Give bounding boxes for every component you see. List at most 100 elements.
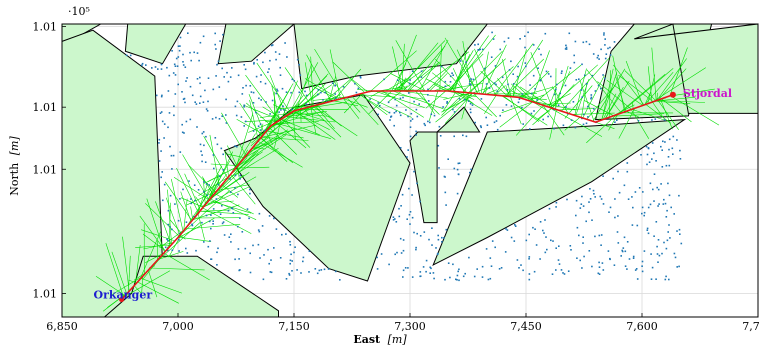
- goal-marker: [669, 91, 676, 98]
- x-axis-label-text: East: [353, 333, 381, 346]
- rrt-tree: [95, 34, 720, 312]
- sample-point: [220, 147, 223, 150]
- sample-point: [159, 112, 162, 114]
- sample-point: [477, 43, 479, 46]
- sample-point: [553, 93, 556, 96]
- sample-point: [560, 72, 563, 74]
- sample-point: [263, 129, 266, 132]
- sample-point: [271, 44, 274, 46]
- tree-edge: [235, 113, 254, 168]
- sample-point: [481, 276, 484, 278]
- sample-point: [534, 88, 536, 90]
- sample-point: [665, 164, 668, 167]
- sample-point: [218, 86, 221, 88]
- sample-point: [288, 272, 290, 275]
- sample-point: [249, 252, 251, 255]
- sample-point: [216, 63, 218, 66]
- sample-point: [670, 206, 672, 209]
- sample-point: [597, 84, 600, 87]
- sample-point: [584, 74, 586, 77]
- sample-point: [308, 271, 310, 273]
- sample-point: [289, 244, 292, 246]
- sample-point: [125, 54, 128, 57]
- y-tick-label: 1.01: [33, 101, 58, 114]
- sample-point: [408, 213, 411, 216]
- tree-edge: [269, 75, 287, 116]
- x-tick-label: 7,000: [162, 320, 194, 333]
- sample-point: [398, 215, 401, 218]
- sample-point: [437, 234, 439, 237]
- tree-edge: [402, 90, 448, 99]
- sample-point: [430, 267, 432, 270]
- tree-edge: [261, 124, 317, 138]
- tree-edge: [176, 167, 199, 213]
- tree-edge: [141, 229, 175, 242]
- sample-point: [161, 171, 163, 173]
- sample-point: [679, 149, 681, 152]
- sample-point: [334, 84, 336, 87]
- sample-point: [195, 249, 197, 252]
- sample-point: [668, 278, 670, 281]
- tree-edge: [229, 133, 256, 176]
- sample-point: [674, 256, 677, 259]
- sample-point: [590, 97, 592, 100]
- tree-edge: [199, 209, 231, 212]
- sample-point: [581, 267, 583, 269]
- sample-point: [496, 90, 499, 93]
- sample-point: [252, 244, 254, 247]
- sample-point: [222, 33, 224, 36]
- sample-point: [626, 162, 629, 164]
- sample-point: [580, 203, 583, 205]
- sample-point: [510, 236, 513, 239]
- sample-point: [270, 271, 273, 274]
- sample-point: [270, 259, 272, 261]
- sample-point: [456, 168, 459, 171]
- tree-edge: [656, 58, 687, 101]
- sample-point: [503, 40, 506, 43]
- sample-point: [201, 154, 203, 156]
- sample-point: [427, 88, 429, 91]
- sample-point: [197, 189, 200, 191]
- sample-point: [238, 258, 240, 260]
- sample-point: [609, 54, 612, 56]
- sample-point: [578, 234, 580, 237]
- tree-edge: [184, 173, 201, 211]
- sample-point: [548, 207, 551, 210]
- sample-point: [428, 238, 430, 241]
- sample-point: [651, 266, 654, 269]
- sample-point: [632, 257, 635, 259]
- sample-point: [320, 91, 322, 94]
- sample-point: [437, 144, 440, 147]
- tree-edge: [269, 127, 298, 155]
- sample-point: [557, 259, 560, 261]
- sample-point: [171, 228, 173, 231]
- tree-edge: [197, 182, 209, 215]
- sample-point: [588, 250, 591, 252]
- sample-point: [620, 255, 622, 257]
- sample-point: [565, 106, 567, 108]
- sample-point: [234, 187, 236, 189]
- sample-point: [456, 192, 459, 195]
- sample-point: [318, 269, 321, 272]
- sample-point: [546, 248, 548, 251]
- sample-point: [634, 191, 637, 193]
- tree-edge: [230, 174, 256, 205]
- sample-point: [419, 275, 422, 277]
- sample-point: [444, 191, 447, 194]
- sample-point: [400, 205, 402, 207]
- sample-point: [409, 135, 412, 138]
- sample-point: [457, 173, 460, 176]
- sample-point: [609, 46, 611, 49]
- sample-point: [673, 213, 675, 215]
- sample-point: [294, 246, 296, 248]
- sample-point: [325, 100, 328, 103]
- sample-point: [229, 178, 231, 180]
- x-tick-label: 7,750: [742, 320, 760, 333]
- tree-edge: [537, 107, 553, 120]
- sample-point: [407, 267, 409, 269]
- sample-point: [469, 108, 472, 111]
- sample-point: [168, 74, 171, 77]
- sample-point: [528, 278, 531, 281]
- sample-point: [598, 58, 600, 60]
- sample-point: [252, 91, 255, 94]
